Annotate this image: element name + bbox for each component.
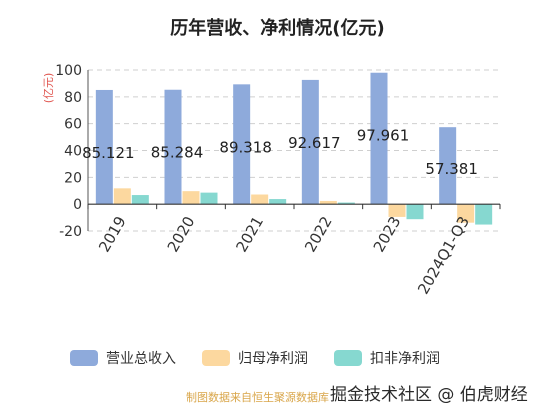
legend-label: 营业总收入 xyxy=(106,351,176,367)
legend-label: 扣非净利润 xyxy=(370,351,440,367)
bar xyxy=(164,89,182,205)
data-label: 89.318 xyxy=(219,138,272,156)
legend-item: 归母净利润 xyxy=(202,348,308,368)
legend-label: 归母净利润 xyxy=(238,351,308,367)
bar xyxy=(233,84,251,205)
y-tick-label: 80 xyxy=(64,90,82,106)
bar xyxy=(406,204,424,220)
bar xyxy=(337,202,355,205)
y-tick-label: 40 xyxy=(64,144,82,160)
chart-title: 历年营收、净利情况(亿元) xyxy=(170,18,385,39)
bar xyxy=(439,127,457,205)
bar xyxy=(131,195,149,205)
source-note: 制图数据来自恒生聚源数据库 xyxy=(186,391,329,404)
y-tick-label: 60 xyxy=(64,117,82,133)
y-axis-label: (亿元) xyxy=(42,73,55,104)
x-tick-label: 2023 xyxy=(370,213,405,255)
x-tick-label: 2020 xyxy=(164,213,199,255)
bars xyxy=(95,72,493,225)
watermark: 掘金技术社区 @ 伯虎财经 xyxy=(330,385,528,405)
y-tick-label: 100 xyxy=(55,63,82,79)
data-label: 85.284 xyxy=(151,144,204,162)
legend-swatch xyxy=(70,350,98,366)
bar xyxy=(475,204,493,225)
bar xyxy=(200,192,218,205)
legend-item: 扣非净利润 xyxy=(334,348,440,368)
data-label: 97.961 xyxy=(357,127,410,145)
legend-item: 营业总收入 xyxy=(70,348,176,368)
x-tick-label: 2019 xyxy=(95,213,130,255)
x-tick-label: 2024Q1-Q3 xyxy=(414,213,473,297)
bar xyxy=(113,188,131,205)
legend-swatch xyxy=(202,350,230,366)
y-tick-label: 20 xyxy=(64,170,82,186)
data-label: 57.381 xyxy=(425,160,478,178)
x-tick-label: 2021 xyxy=(232,213,267,255)
y-tick-label: 0 xyxy=(73,197,82,213)
data-label: 85.121 xyxy=(82,144,135,162)
data-labels: 85.121 85.284 89.318 92.617 97.961 57.381 xyxy=(82,127,478,178)
legend: 营业总收入 归母净利润 扣非净利润 xyxy=(70,348,440,368)
bar xyxy=(95,89,113,205)
bar xyxy=(269,199,287,205)
bar xyxy=(319,200,337,205)
grid-lines xyxy=(88,69,500,232)
bar xyxy=(457,204,475,223)
bar xyxy=(251,194,269,205)
data-label: 92.617 xyxy=(288,134,341,152)
bar xyxy=(388,204,406,217)
bar xyxy=(182,191,200,205)
bar xyxy=(370,72,388,205)
y-tick-label: -20 xyxy=(59,224,82,240)
legend-swatch xyxy=(334,350,362,366)
x-tick-label: 2022 xyxy=(301,213,336,255)
bar xyxy=(301,79,319,205)
